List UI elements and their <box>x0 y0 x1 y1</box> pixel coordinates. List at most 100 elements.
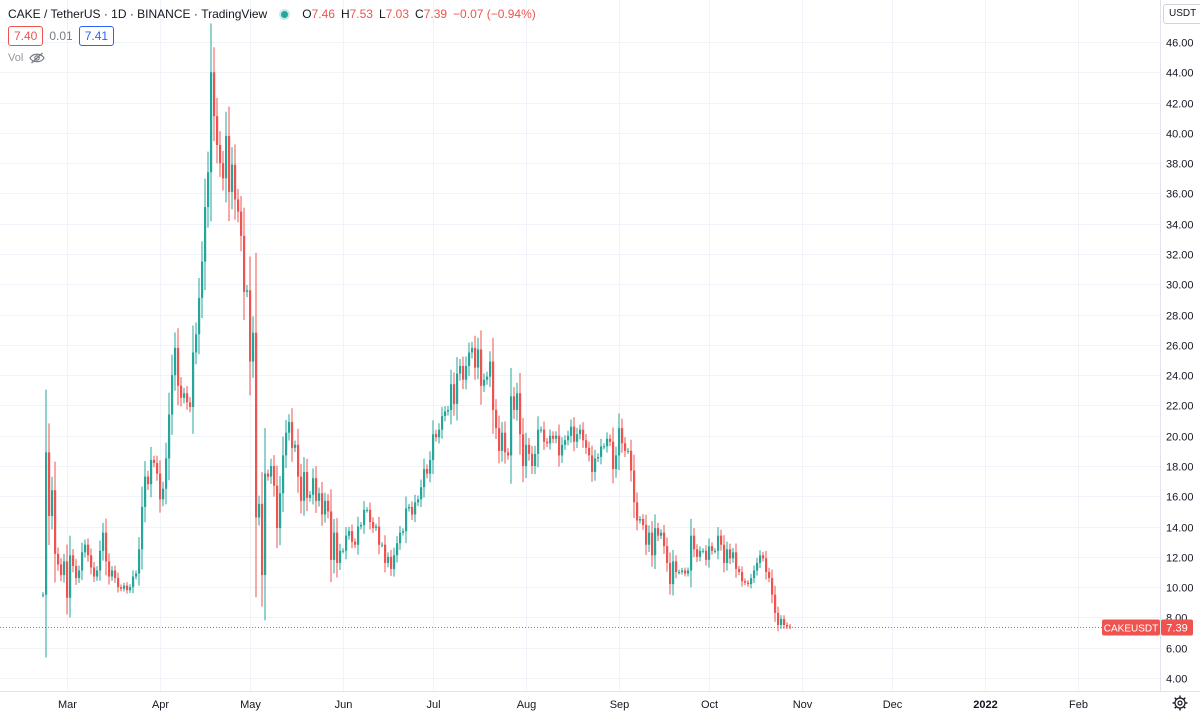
candle-body <box>756 562 759 571</box>
candle-body <box>381 544 384 546</box>
candle-body <box>498 428 501 451</box>
close-value: 7.39 <box>423 7 448 21</box>
candle-body <box>468 352 471 367</box>
candle-body <box>630 450 633 471</box>
candle-body <box>291 422 294 448</box>
candle-body <box>552 435 555 439</box>
buy-price-button[interactable]: 7.41 <box>78 26 115 46</box>
price-tick-label: 42.00 <box>1166 99 1194 111</box>
candle-body <box>609 438 612 442</box>
candle-body <box>510 396 513 456</box>
candle-body <box>267 473 270 477</box>
candle-body <box>546 441 549 444</box>
candle-body <box>684 570 687 574</box>
candle-body <box>387 556 390 563</box>
candle-body <box>480 349 483 386</box>
candle-body <box>675 561 678 572</box>
candle-body <box>741 572 744 582</box>
candle-body <box>681 570 684 572</box>
time-tick-label: Aug <box>517 699 537 711</box>
candle-body <box>657 528 660 536</box>
currency-button[interactable]: USDT <box>1163 4 1200 24</box>
candle-body <box>120 587 123 589</box>
candle-body <box>345 535 348 551</box>
candle-body <box>711 546 714 551</box>
candle-body <box>438 429 441 438</box>
candle-body <box>405 508 408 532</box>
candle-body <box>81 552 84 571</box>
chart-legend[interactable]: CAKE / TetherUS · 1D · BINANCE · Trading… <box>8 5 536 23</box>
candle-body <box>732 552 735 559</box>
gear-icon[interactable] <box>1172 695 1188 711</box>
interval-label[interactable]: 1D <box>111 7 127 21</box>
candle-body <box>474 347 477 368</box>
candle-body <box>654 528 657 556</box>
candle-body <box>213 72 216 117</box>
price-tick-label: 36.00 <box>1166 189 1194 201</box>
candle-body <box>168 414 171 459</box>
candle-body <box>624 443 627 451</box>
candle-body <box>444 411 447 417</box>
candle-body <box>48 452 51 516</box>
candle-body <box>582 429 585 441</box>
candle-body <box>522 434 525 466</box>
candle-body <box>612 441 615 470</box>
time-axis[interactable]: Mar Apr May Jun Jul Aug Sep Oct Nov Dec 2022 Feb <box>58 699 1088 711</box>
candle-body <box>102 532 105 551</box>
candle-body <box>747 582 750 585</box>
candle-body <box>372 522 375 529</box>
candle-body <box>231 164 234 192</box>
volume-label: Vol <box>8 52 24 64</box>
candle-body <box>576 434 579 442</box>
candle-body <box>495 409 498 429</box>
candle-body <box>384 544 387 563</box>
candle-body <box>351 531 354 542</box>
candle-body <box>378 526 381 545</box>
price-axis[interactable]: 46.00 44.00 42.00 40.00 38.00 36.00 34.00 32.00… <box>1166 38 1194 686</box>
candle-body <box>162 488 165 500</box>
candle-body <box>465 366 468 380</box>
candle-body <box>669 562 672 585</box>
candle-body <box>759 555 762 563</box>
candle-body <box>126 585 129 591</box>
candle-body <box>789 626 792 628</box>
candle-body <box>177 347 180 386</box>
candle-body <box>96 570 99 577</box>
candle-body <box>144 476 147 507</box>
candle-body <box>312 478 315 495</box>
candle-body <box>153 459 156 463</box>
candle-body <box>42 594 45 596</box>
candle-body <box>63 561 66 576</box>
price-tick-label: 30.00 <box>1166 280 1194 292</box>
candle-body <box>390 556 393 569</box>
eye-off-icon[interactable] <box>29 52 45 64</box>
candle-body <box>597 456 600 459</box>
candle-body <box>426 469 429 474</box>
candle-body <box>525 444 528 466</box>
candle-body <box>600 446 603 457</box>
candle-body <box>762 555 765 559</box>
candle-body <box>183 393 186 398</box>
candle-body <box>282 455 285 494</box>
candle-body <box>393 555 396 569</box>
time-tick-label: Feb <box>1069 699 1088 711</box>
sell-price-button[interactable]: 7.40 <box>8 26 44 46</box>
symbol-title[interactable]: CAKE / TetherUS <box>8 7 101 21</box>
candle-body <box>528 444 531 454</box>
candle-body <box>705 550 708 560</box>
candle-body <box>357 526 360 545</box>
candle-body <box>123 585 126 589</box>
candle-body <box>54 490 57 554</box>
candle-body <box>327 500 330 512</box>
candle-body <box>660 532 663 536</box>
candle-body <box>99 550 102 571</box>
candle-body <box>564 440 567 445</box>
candle-body <box>396 543 399 556</box>
volume-indicator-row[interactable]: Vol <box>8 52 45 64</box>
candle-body <box>228 135 231 192</box>
price-tick-label: 34.00 <box>1166 220 1194 232</box>
candle-body <box>366 509 369 511</box>
high-label: H <box>340 7 350 21</box>
time-tick-label: Mar <box>58 699 77 711</box>
